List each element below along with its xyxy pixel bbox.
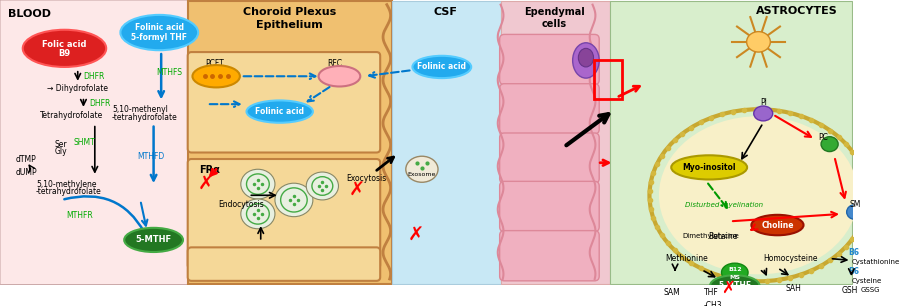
Text: -tetrahydrofolate: -tetrahydrofolate [112,113,177,122]
Text: 5-MTHF: 5-MTHF [718,281,752,290]
Text: Exocytosis: Exocytosis [346,174,386,183]
Ellipse shape [747,32,770,52]
Text: Cystathionine: Cystathionine [851,259,900,265]
FancyBboxPatch shape [188,159,380,269]
Text: dTMP: dTMP [15,155,36,164]
Text: Gly: Gly [55,147,68,156]
Text: -tetrahydrofolate: -tetrahydrofolate [36,187,102,196]
FancyBboxPatch shape [500,133,599,183]
Bar [188,1,392,284]
Text: ✗: ✗ [349,181,365,200]
Ellipse shape [241,199,275,229]
Text: Methionine: Methionine [666,254,708,263]
Text: -CH3: -CH3 [704,300,722,306]
Ellipse shape [722,263,748,282]
Text: BLOOD: BLOOD [7,9,50,19]
Bar [609,1,852,284]
FancyBboxPatch shape [188,52,380,152]
Text: MTHFS: MTHFS [157,68,183,77]
Text: GSH: GSH [842,285,859,295]
Text: Exosome: Exosome [408,172,436,177]
Text: MS: MS [729,274,741,280]
Text: Choline: Choline [761,221,794,230]
Text: 5-formyl THF: 5-formyl THF [131,33,187,42]
Ellipse shape [412,56,472,78]
Text: Endocytosis: Endocytosis [218,200,264,209]
Text: SM: SM [850,200,861,209]
Text: Folinic acid: Folinic acid [135,23,184,32]
Text: RFC: RFC [327,59,342,68]
Ellipse shape [659,116,858,274]
Ellipse shape [821,137,838,151]
Text: ✗: ✗ [408,226,424,245]
Text: Tetrahydrofolate: Tetrahydrofolate [40,111,104,120]
Text: ASTROCYTES: ASTROCYTES [755,6,837,16]
Text: B12: B12 [728,267,742,272]
FancyBboxPatch shape [500,181,599,232]
Ellipse shape [241,169,275,199]
Ellipse shape [572,43,599,78]
Text: B6: B6 [849,267,859,276]
Text: 5,10-methenyl: 5,10-methenyl [112,105,167,114]
FancyBboxPatch shape [188,247,380,281]
Text: B6: B6 [849,248,859,257]
Text: Choroid Plexus
Epithelium: Choroid Plexus Epithelium [242,7,336,30]
Text: Betaine: Betaine [707,232,737,241]
Text: dUMP: dUMP [15,169,37,177]
Ellipse shape [319,66,360,87]
Text: PCFT: PCFT [205,59,223,68]
Text: Dimethylglycine: Dimethylglycine [682,233,740,239]
FancyBboxPatch shape [500,84,599,134]
Ellipse shape [847,205,864,219]
Text: Disturbed myelination: Disturbed myelination [685,202,762,208]
Text: Ser: Ser [55,140,68,149]
Text: DHFR: DHFR [89,99,111,108]
Text: CSF: CSF [434,7,457,17]
Bar [392,1,500,284]
Text: 5,10-methylene: 5,10-methylene [36,180,96,188]
Text: Ependymal
cells: Ependymal cells [525,7,585,29]
Text: Cysteine: Cysteine [851,278,882,284]
Text: Folinic acid: Folinic acid [418,62,466,72]
Text: Myo-inositol: Myo-inositol [682,163,736,172]
Ellipse shape [247,100,313,123]
FancyArrowPatch shape [64,196,144,232]
Text: Folinic acid: Folinic acid [256,107,304,116]
Ellipse shape [124,228,183,252]
Ellipse shape [579,48,593,67]
Text: Folic acid: Folic acid [42,40,86,49]
Ellipse shape [752,215,804,235]
Text: SHMT: SHMT [74,138,95,147]
Ellipse shape [671,155,747,180]
Text: MTHFD: MTHFD [138,152,165,161]
Ellipse shape [22,30,106,67]
Text: PC: PC [818,133,828,142]
Text: SAM: SAM [663,289,680,297]
Text: GSSG: GSSG [861,287,880,293]
Text: ✗: ✗ [721,279,734,297]
Ellipse shape [275,183,313,217]
Text: SAH: SAH [785,284,801,293]
Ellipse shape [193,65,240,88]
Ellipse shape [753,106,773,121]
Text: Homocysteine: Homocysteine [763,254,818,263]
Ellipse shape [406,156,438,182]
FancyBboxPatch shape [500,231,599,281]
Text: FRα: FRα [199,165,220,175]
Ellipse shape [306,172,338,200]
Text: ✗: ✗ [197,175,213,194]
Bar [500,1,609,284]
Text: 5-MTHF: 5-MTHF [136,235,172,244]
Text: → Dihydrofolate: → Dihydrofolate [48,84,108,93]
Text: DHFR: DHFR [84,72,104,81]
Ellipse shape [121,15,198,50]
FancyBboxPatch shape [0,0,188,285]
FancyBboxPatch shape [500,34,599,85]
Text: PI: PI [760,98,767,107]
Text: MTHFR: MTHFR [67,211,93,220]
Ellipse shape [710,275,760,296]
Text: THF: THF [704,289,718,297]
Text: B9: B9 [58,49,70,58]
